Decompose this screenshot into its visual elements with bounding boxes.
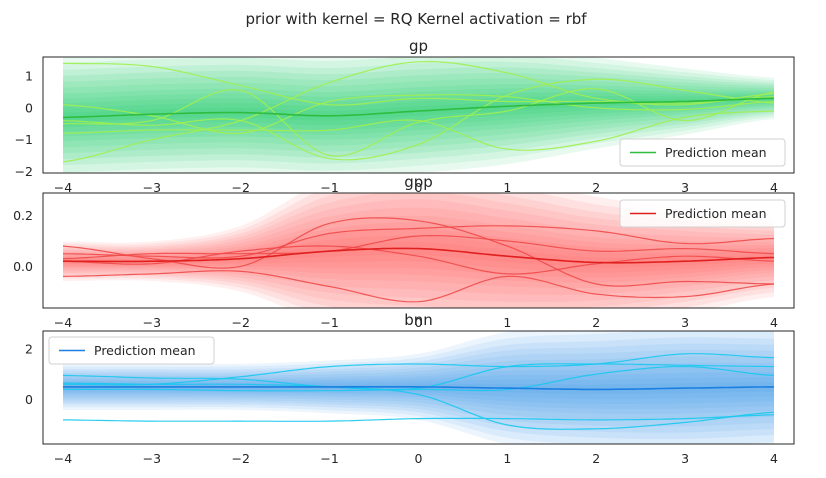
- legend: Prediction mean: [619, 199, 786, 228]
- x-tick-label: −1: [320, 315, 338, 330]
- y-tick-label: 0: [25, 392, 33, 407]
- uncertainty-band: [63, 92, 774, 132]
- sample-line-5: [63, 88, 775, 157]
- subplot-title: bnn: [404, 311, 433, 329]
- x-tick-label: −3: [143, 451, 161, 466]
- y-tick-label: −2: [15, 164, 33, 179]
- uncertainty-band: [63, 193, 774, 308]
- x-tick-label: 3: [681, 180, 689, 195]
- y-tick-label: 0.0: [13, 259, 33, 274]
- axes-frame: [42, 56, 795, 174]
- plot-area: [62, 331, 775, 444]
- x-tick-label: −3: [143, 315, 161, 330]
- x-tick-label: 3: [681, 315, 689, 330]
- uncertainty-band: [63, 228, 774, 278]
- x-tick-label: 2: [592, 180, 600, 195]
- sample-line-1: [62, 60, 775, 163]
- x-tick-label: 0: [415, 315, 423, 330]
- x-tick-label: −1: [320, 180, 338, 195]
- sample-line-1: [62, 270, 775, 303]
- legend: Prediction mean: [619, 138, 786, 167]
- x-tick-label: 3: [681, 451, 689, 466]
- subplot-title: gp: [409, 37, 428, 55]
- axes-frame: [42, 192, 795, 309]
- uncertainty-band: [63, 222, 774, 283]
- prediction-mean-line: [62, 97, 775, 119]
- y-tick-label: 0: [25, 100, 33, 115]
- uncertainty-band: [63, 199, 774, 302]
- sample-line-4: [63, 366, 775, 392]
- x-tick-label: 2: [592, 451, 600, 466]
- x-tick-label: −1: [320, 451, 338, 466]
- uncertainty-band: [63, 61, 774, 166]
- legend: Prediction mean: [48, 336, 215, 365]
- sample-line-0: [62, 363, 775, 391]
- subplot-gp: gp −4 −3 −2 −1 0 1 2 3 4 −2 −1 0 1 Prediction mean: [15, 37, 795, 195]
- x-tick-label: 1: [503, 451, 511, 466]
- sample-line-2: [63, 382, 775, 430]
- x-tick-label: 4: [770, 451, 778, 466]
- x-tick-label: 1: [503, 180, 511, 195]
- sample-line-3: [62, 78, 775, 161]
- sample-line-3: [63, 414, 775, 422]
- x-tick-label: 1: [503, 315, 511, 330]
- legend-label: Prediction mean: [665, 145, 767, 160]
- prediction-mean-line: [63, 247, 775, 264]
- prediction-mean-line: [63, 386, 774, 391]
- axes-frame: [42, 330, 795, 445]
- x-tick-label: 4: [770, 180, 778, 195]
- y-tick-label: 0.2: [13, 208, 33, 223]
- uncertainty-band: [63, 207, 774, 295]
- x-tick-label: −2: [232, 180, 250, 195]
- x-tick-label: 0: [415, 180, 423, 195]
- subplot-gpp: gpp −4 −3 −2 −1 0 1 2 3 4 0.0 0.2 Prediction mean: [13, 173, 795, 330]
- sample-line-0: [62, 217, 775, 287]
- x-tick-label: 2: [592, 315, 600, 330]
- plot-area: [62, 193, 775, 308]
- uncertainty-band: [63, 88, 774, 137]
- x-tick-label: 4: [770, 315, 778, 330]
- legend-label: Prediction mean: [665, 206, 767, 221]
- uncertainty-band: [63, 215, 774, 289]
- sample-line-4: [62, 110, 775, 151]
- x-tick-label: −4: [54, 180, 72, 195]
- uncertainty-band: [63, 193, 774, 308]
- subplot-bnn: bnn −4 −3 −2 −1 0 1 2 3 4 0 2 Prediction mean: [25, 311, 795, 466]
- sample-line-1: [63, 353, 775, 386]
- uncertainty-band: [63, 193, 774, 308]
- subplot-title: gpp: [404, 173, 433, 191]
- y-tick-label: −1: [15, 132, 33, 147]
- sample-line-0: [63, 62, 775, 106]
- uncertainty-band: [63, 193, 774, 308]
- uncertainty-band: [63, 241, 774, 268]
- x-tick-label: 0: [415, 451, 423, 466]
- sample-line-4: [62, 235, 775, 260]
- x-tick-label: −4: [54, 315, 72, 330]
- y-tick-label: 1: [25, 69, 33, 84]
- x-tick-label: −3: [143, 180, 161, 195]
- x-tick-label: −4: [54, 451, 72, 466]
- plot-area: [62, 57, 775, 173]
- legend-label: Prediction mean: [94, 343, 196, 358]
- sample-line-2: [62, 225, 775, 259]
- x-tick-label: −2: [232, 315, 250, 330]
- x-tick-label: −2: [232, 451, 250, 466]
- y-tick-label: 2: [25, 341, 33, 356]
- figure-suptitle: prior with kernel = RQ Kernel activation…: [245, 10, 587, 28]
